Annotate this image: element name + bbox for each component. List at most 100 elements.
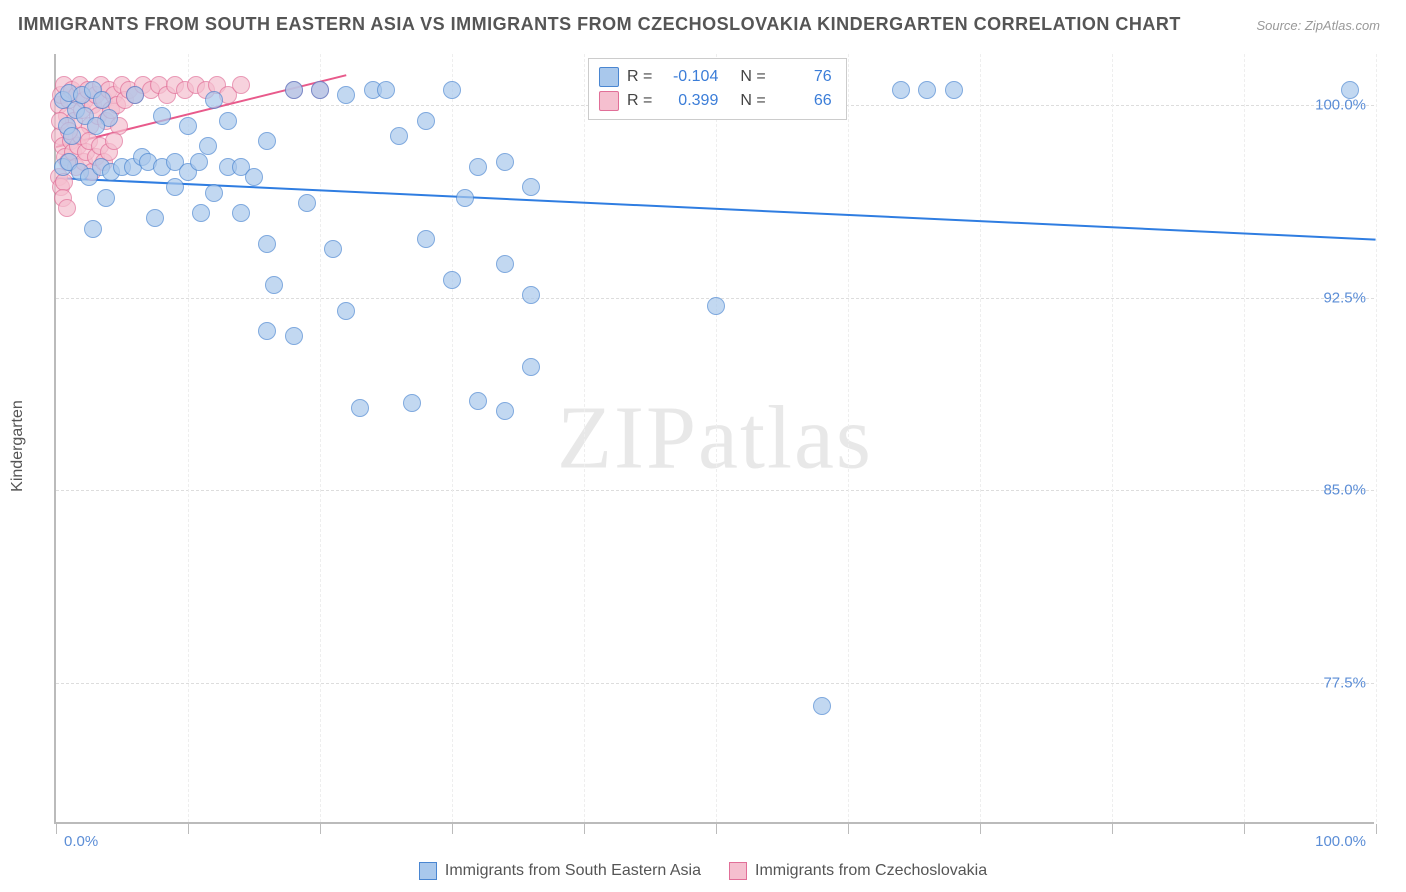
scatter-point [337,86,355,104]
x-tick [1376,824,1377,834]
scatter-point [265,276,283,294]
scatter-point [377,81,395,99]
scatter-point [105,132,123,150]
scatter-point [496,153,514,171]
scatter-point [522,178,540,196]
legend-r-value-2: 0.399 [660,92,718,110]
legend-r-label-1: R = [627,68,652,86]
scatter-point [146,209,164,227]
scatter-point [232,76,250,94]
scatter-point [232,204,250,222]
y-tick-label: 92.5% [1323,289,1366,306]
scatter-point [813,697,831,715]
series-swatch-2 [729,862,747,880]
series-legend: Immigrants from South Eastern Asia Immig… [0,862,1406,880]
scatter-point [97,189,115,207]
scatter-point [417,112,435,130]
x-tick [980,824,981,834]
series-swatch-1 [419,862,437,880]
scatter-point [190,153,208,171]
x-gridline [1112,54,1113,822]
scatter-point [298,194,316,212]
x-gridline [980,54,981,822]
scatter-point [219,112,237,130]
legend-n-value-2: 66 [774,92,832,110]
x-tick [584,824,585,834]
scatter-point [311,81,329,99]
scatter-point [245,168,263,186]
legend-n-label-1: N = [740,68,765,86]
stats-legend-row-1: R = -0.104 N = 76 [599,65,832,89]
scatter-point [918,81,936,99]
x-gridline [584,54,585,822]
scatter-point [285,327,303,345]
scatter-point [456,189,474,207]
y-gridline [56,683,1374,684]
scatter-point [390,127,408,145]
x-tick [56,824,57,834]
scatter-point [337,302,355,320]
chart-source: Source: ZipAtlas.com [1256,18,1380,33]
x-tick [188,824,189,834]
scatter-point [285,81,303,99]
chart-title: IMMIGRANTS FROM SOUTH EASTERN ASIA VS IM… [18,14,1181,35]
scatter-point [443,81,461,99]
scatter-point [707,297,725,315]
scatter-point [199,137,217,155]
legend-n-value-1: 76 [774,68,832,86]
scatter-point [166,178,184,196]
x-gridline [716,54,717,822]
scatter-point [892,81,910,99]
scatter-point [496,402,514,420]
scatter-point [179,117,197,135]
scatter-point [945,81,963,99]
series-legend-item-1: Immigrants from South Eastern Asia [419,862,701,880]
scatter-point [443,271,461,289]
scatter-point [58,199,76,217]
x-gridline [452,54,453,822]
scatter-point [496,255,514,273]
scatter-point [258,322,276,340]
legend-n-label-2: N = [740,92,765,110]
scatter-point [522,286,540,304]
x-gridline [320,54,321,822]
x-gridline [1376,54,1377,822]
x-tick [320,824,321,834]
x-tick [452,824,453,834]
y-gridline [56,490,1374,491]
stats-legend-row-2: R = 0.399 N = 66 [599,89,832,113]
x-tick [1244,824,1245,834]
scatter-point [126,86,144,104]
legend-swatch-2 [599,91,619,111]
y-axis-label: Kindergarten [9,400,27,492]
scatter-point [63,127,81,145]
scatter-point [258,132,276,150]
y-tick-label: 85.0% [1323,482,1366,499]
scatter-point [351,399,369,417]
watermark-atlas: atlas [698,389,873,488]
legend-swatch-1 [599,67,619,87]
scatter-point [205,184,223,202]
x-tick [848,824,849,834]
scatter-point [258,235,276,253]
scatter-point [522,358,540,376]
x-min-label: 0.0% [64,833,98,850]
scatter-point [469,158,487,176]
scatter-point [192,204,210,222]
legend-r-value-1: -0.104 [660,68,718,86]
scatter-point [205,91,223,109]
scatter-point [469,392,487,410]
scatter-point [1341,81,1359,99]
scatter-point [403,394,421,412]
x-tick [1112,824,1113,834]
scatter-point [84,220,102,238]
x-tick [716,824,717,834]
x-gridline [1244,54,1245,822]
y-tick-label: 100.0% [1315,97,1366,114]
watermark-zip: ZIP [557,389,698,488]
y-tick-label: 77.5% [1323,674,1366,691]
stats-legend: R = -0.104 N = 76 R = 0.399 N = 66 [588,58,847,120]
scatter-point [93,91,111,109]
watermark: ZIPatlas [557,387,873,490]
series-label-2: Immigrants from Czechoslovakia [755,862,987,880]
